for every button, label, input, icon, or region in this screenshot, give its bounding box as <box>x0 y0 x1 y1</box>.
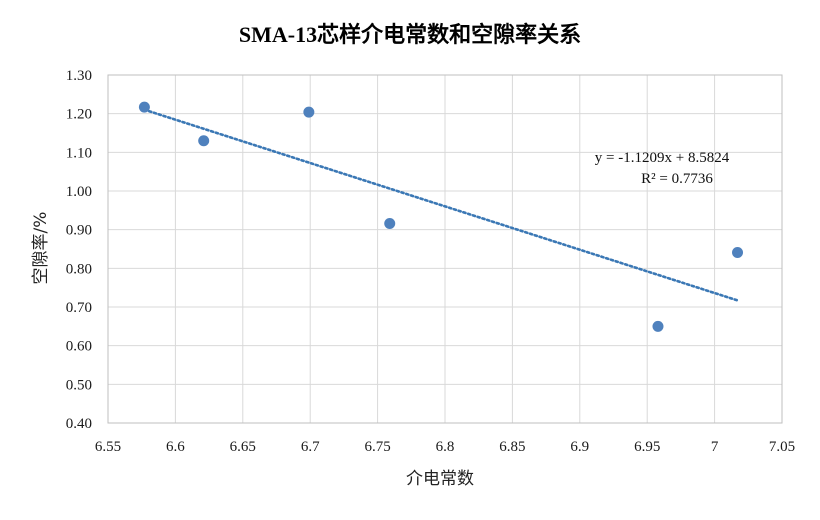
plot-area-border <box>107 74 783 424</box>
x-tick-label: 6.9 <box>570 439 589 455</box>
x-axis-title: 介电常数 <box>406 469 474 489</box>
x-tick-label: 7.05 <box>769 439 795 455</box>
y-tick-label: 0.40 <box>66 416 92 432</box>
trendline-r-squared: R² = 0.7736 <box>641 171 713 187</box>
y-tick-label: 1.30 <box>66 68 92 84</box>
x-tick-label: 7 <box>711 439 719 455</box>
x-tick-label: 6.85 <box>499 439 525 455</box>
data-point <box>652 320 664 332</box>
x-tick-label: 6.95 <box>634 439 660 455</box>
chart-title: SMA-13芯样介电常数和空隙率关系 <box>239 22 581 47</box>
y-tick-label: 1.20 <box>66 107 92 123</box>
trendline <box>143 108 739 302</box>
data-point <box>384 217 396 229</box>
x-tick-label: 6.55 <box>95 439 121 455</box>
x-tick-label: 6.8 <box>436 439 455 455</box>
trendline-equation: y = -1.1209x + 8.5824 <box>595 150 730 166</box>
y-tick-label: 1.00 <box>66 184 92 200</box>
y-tick-label: 0.70 <box>66 300 92 316</box>
x-tick-label: 6.65 <box>230 439 256 455</box>
x-tick-label: 6.7 <box>301 439 320 455</box>
data-point <box>198 135 210 147</box>
x-tick-label: 6.6 <box>166 439 185 455</box>
y-tick-label: 0.60 <box>66 339 92 355</box>
y-tick-label: 0.80 <box>66 261 92 277</box>
y-axis-title: 空隙率/% <box>31 212 51 285</box>
data-point <box>303 106 315 118</box>
x-tick-label: 6.75 <box>364 439 390 455</box>
data-point <box>732 246 744 258</box>
y-tick-label: 0.90 <box>66 223 92 239</box>
y-tick-label: 0.50 <box>66 377 92 393</box>
y-axis-ticks: 0.40 0.50 0.60 0.70 0.80 0.90 1.00 1.10 1.20 1.30 <box>66 68 92 432</box>
grid-lines <box>107 74 783 424</box>
y-tick-label: 1.10 <box>66 145 92 161</box>
x-axis-ticks: 6.55 6.6 6.65 6.7 6.75 6.8 6.85 6.9 6.95 7 7.05 <box>95 439 795 455</box>
data-points <box>138 101 744 332</box>
data-point <box>138 101 150 113</box>
